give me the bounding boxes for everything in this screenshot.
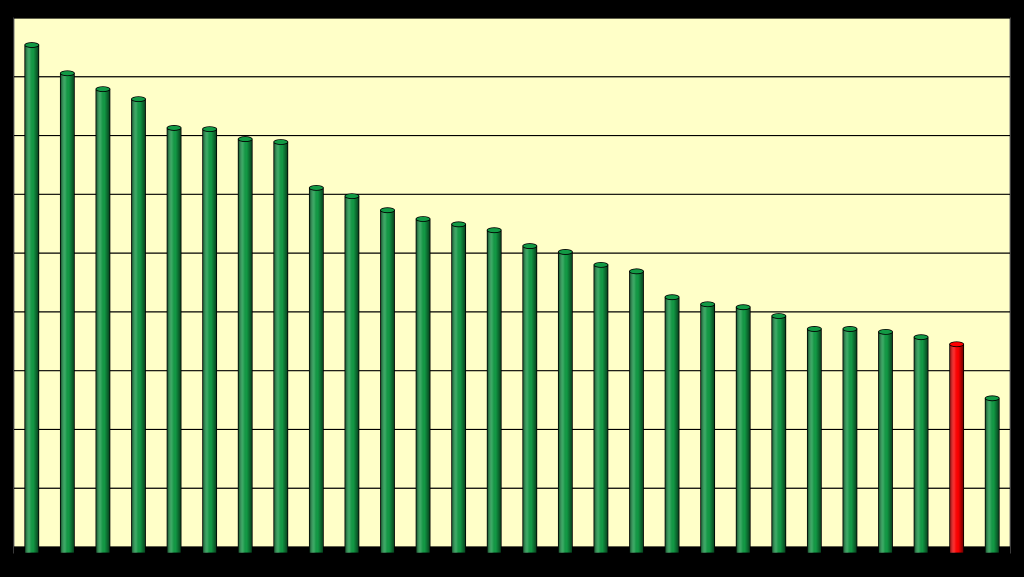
bar-shade	[558, 251, 573, 554]
bar-top	[522, 243, 538, 249]
bar-shade	[309, 187, 324, 553]
bar-top	[629, 268, 644, 275]
bar-top	[24, 42, 40, 48]
bar-shade	[238, 139, 253, 554]
bar-shade	[736, 307, 751, 553]
bar-shade	[487, 230, 502, 553]
bar-top	[842, 326, 858, 332]
bar-top	[308, 184, 324, 191]
bar-shade	[522, 246, 537, 553]
bar-top	[806, 326, 822, 332]
bar-shade	[593, 264, 608, 553]
bar-top	[415, 216, 431, 222]
bar-shade	[95, 89, 110, 554]
bar-shade	[273, 142, 288, 553]
bar-shade	[344, 196, 359, 553]
bar-shade	[665, 297, 680, 553]
bar-top	[486, 227, 502, 234]
bar-top	[273, 139, 289, 145]
bar-shade	[771, 316, 786, 553]
bar-shade	[985, 398, 1000, 553]
bar-top	[202, 126, 218, 132]
bar-shade	[202, 129, 217, 553]
bar-shade	[842, 328, 857, 553]
bar-top	[344, 193, 360, 199]
bar-top	[984, 395, 1000, 402]
bar-top	[380, 207, 395, 214]
bar-top	[771, 313, 787, 319]
bar-shade	[24, 45, 39, 553]
bar-top	[735, 304, 751, 311]
bar-top	[131, 96, 146, 103]
bar-shade	[949, 344, 964, 553]
bar-shade	[451, 224, 466, 553]
plot-area	[13, 17, 1011, 554]
bar-top	[95, 86, 111, 93]
bar-top	[593, 261, 609, 268]
bar-top	[700, 301, 716, 308]
bar-top	[59, 70, 75, 77]
bar-top	[237, 136, 253, 142]
bar-shade	[416, 219, 431, 553]
bar-shade	[131, 99, 146, 553]
bar-top	[166, 125, 182, 131]
bar-shade	[629, 271, 644, 553]
bar-top	[913, 334, 929, 341]
bar-top	[557, 249, 573, 255]
bar-top	[664, 294, 680, 301]
bar-top	[451, 221, 467, 228]
bar-shade	[380, 210, 395, 553]
bar-shade	[807, 328, 822, 553]
bar-top	[878, 328, 893, 335]
bar-shade	[167, 127, 182, 554]
bar-shade	[60, 73, 75, 554]
floor	[14, 547, 1010, 554]
bar-shade	[914, 337, 929, 553]
bar-top	[949, 341, 965, 348]
bar-shade	[878, 331, 893, 553]
bar-shade	[700, 304, 715, 553]
